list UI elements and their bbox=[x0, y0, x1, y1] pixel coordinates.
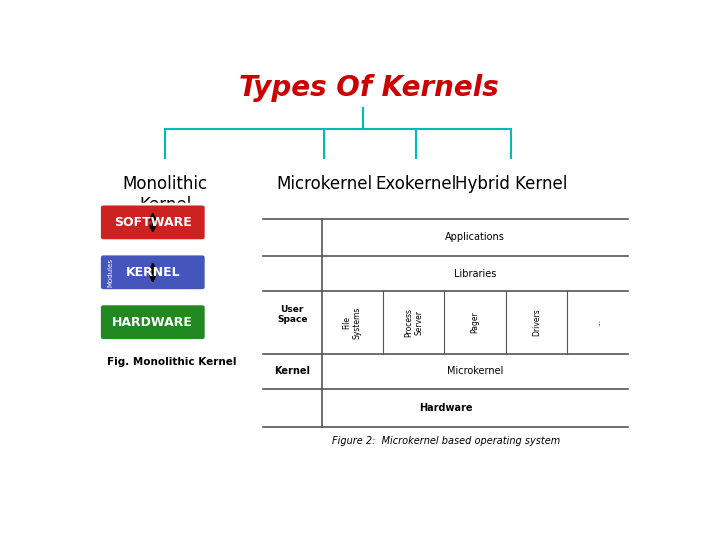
FancyBboxPatch shape bbox=[99, 304, 206, 341]
Text: File
Systems: File Systems bbox=[343, 306, 362, 339]
Text: Figure 2:  Microkernel based operating system: Figure 2: Microkernel based operating sy… bbox=[332, 436, 560, 446]
Text: SOFTWARE: SOFTWARE bbox=[114, 216, 192, 229]
Text: User
Space: User Space bbox=[277, 305, 307, 324]
Text: Libraries: Libraries bbox=[454, 269, 496, 279]
Text: Pager: Pager bbox=[471, 312, 480, 334]
Text: Process
Server: Process Server bbox=[404, 308, 423, 337]
Text: Kernel: Kernel bbox=[274, 367, 310, 376]
Text: Monolithic
Kernel: Monolithic Kernel bbox=[123, 175, 208, 214]
Text: Types Of Kernels: Types Of Kernels bbox=[239, 73, 499, 102]
Text: Exokernel: Exokernel bbox=[376, 175, 457, 193]
Text: Modules: Modules bbox=[108, 258, 114, 287]
Text: Hardware: Hardware bbox=[419, 403, 472, 413]
Text: Hybrid Kernel: Hybrid Kernel bbox=[455, 175, 567, 193]
Text: Fig. Monolithic Kernel: Fig. Monolithic Kernel bbox=[107, 357, 236, 367]
Text: HARDWARE: HARDWARE bbox=[112, 316, 193, 329]
Text: KERNEL: KERNEL bbox=[125, 266, 180, 279]
Text: Microkernel: Microkernel bbox=[276, 175, 372, 193]
FancyBboxPatch shape bbox=[99, 254, 206, 291]
Text: Microkernel: Microkernel bbox=[447, 367, 503, 376]
Text: Drivers: Drivers bbox=[532, 309, 541, 336]
Text: Applications: Applications bbox=[445, 232, 505, 242]
FancyBboxPatch shape bbox=[99, 204, 206, 241]
Text: ...: ... bbox=[593, 319, 602, 326]
